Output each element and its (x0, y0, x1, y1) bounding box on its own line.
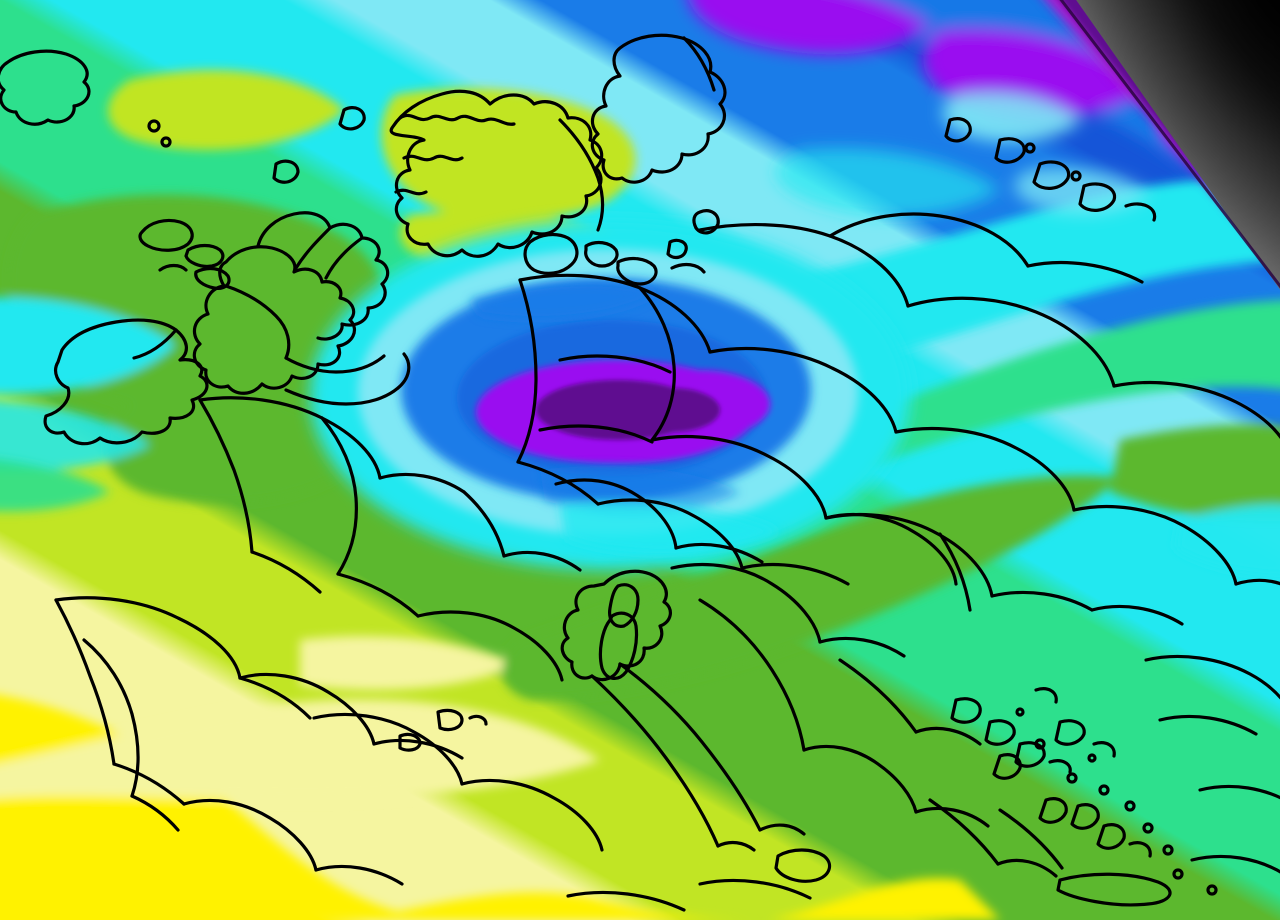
globe-limb (1045, 0, 1280, 290)
coastline-and-border-overlay (0, 33, 1280, 912)
central-europe-cold-core (310, 220, 910, 570)
